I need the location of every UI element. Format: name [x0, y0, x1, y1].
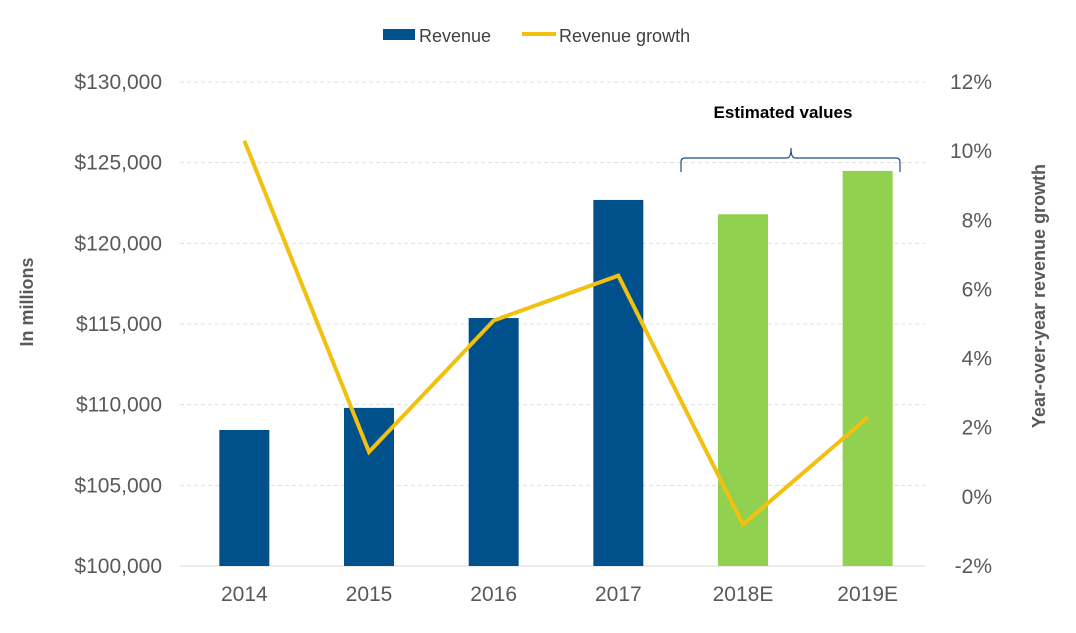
x-tick-label: 2018E [713, 583, 774, 606]
y2-tick-label: 6% [962, 278, 992, 301]
y2-axis-label: Year-over-year revenue growth [1029, 164, 1049, 428]
legend-label-revenue: Revenue [419, 26, 491, 46]
bar-2016 [469, 318, 519, 566]
bar-2014 [219, 430, 269, 566]
bar-2018E [718, 214, 768, 566]
y-tick-label: $115,000 [76, 313, 162, 336]
y2-tick-label: 10% [950, 140, 992, 163]
y2-tick-label: 8% [962, 209, 992, 232]
estimated-brace [681, 148, 900, 172]
x-tick-label: 2017 [595, 583, 642, 606]
y-tick-label: $125,000 [74, 152, 162, 175]
x-tick-label: 2016 [470, 583, 517, 606]
estimated-values-annotation: Estimated values [714, 103, 853, 122]
bar-2017 [593, 200, 643, 566]
y2-tick-label: 2% [962, 417, 992, 440]
y2-tick-label: 4% [962, 348, 992, 371]
y-tick-label: $120,000 [74, 232, 162, 255]
x-tick-label: 2019E [837, 583, 898, 606]
legend: Revenue Revenue growth [383, 26, 690, 46]
y2-tick-label: 12% [950, 71, 992, 94]
revenue-growth-line [244, 141, 867, 525]
y-tick-label: $130,000 [74, 71, 162, 94]
legend-label-revenue-growth: Revenue growth [559, 26, 690, 46]
x-tick-label: 2014 [221, 583, 268, 606]
y2-tick-label: -2% [955, 555, 992, 578]
y-axis-label: In millions [17, 257, 37, 346]
y-tick-label: $105,000 [74, 474, 162, 497]
x-tick-label: 2015 [346, 583, 393, 606]
y-tick-label: $110,000 [76, 394, 162, 417]
y2-tick-label: 0% [962, 486, 992, 509]
y-tick-label: $100,000 [74, 555, 162, 578]
bar-2019E [843, 171, 893, 566]
legend-swatch-revenue [383, 29, 415, 40]
